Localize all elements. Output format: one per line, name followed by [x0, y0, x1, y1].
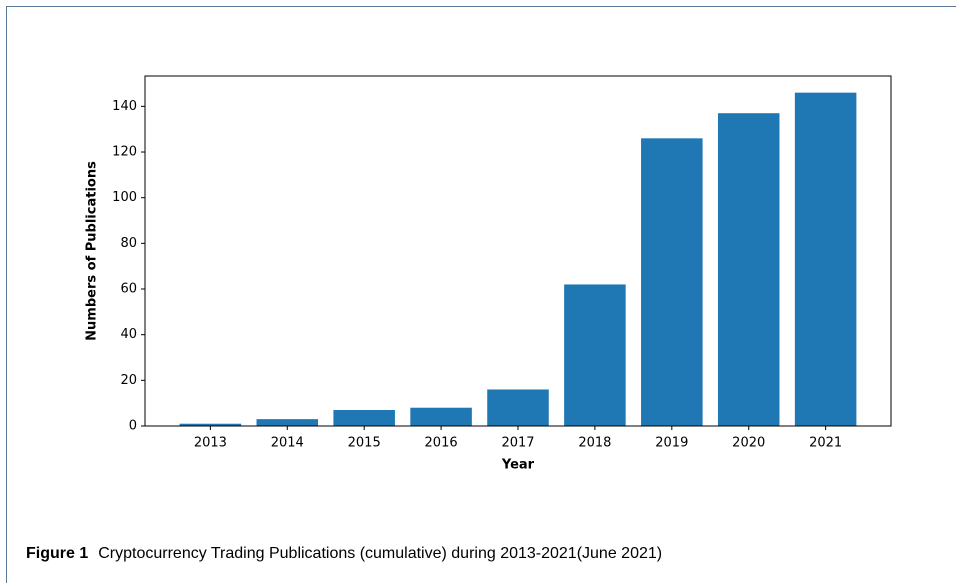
bar: [179, 423, 242, 426]
y-tick-label: 60: [120, 282, 137, 297]
x-tick-label: 2017: [501, 436, 534, 451]
x-axis-label: Year: [501, 458, 535, 473]
x-tick-label: 2021: [809, 436, 842, 451]
y-tick-label: 100: [112, 190, 137, 205]
bar: [333, 410, 395, 426]
plot-frame: [144, 75, 892, 427]
x-tick-label: 2019: [655, 436, 688, 451]
bar: [717, 113, 780, 427]
y-tick-label: 120: [112, 145, 137, 160]
x-tick-label: 2016: [425, 436, 458, 451]
x-tick-label: 2013: [194, 436, 227, 451]
x-tick-label: 2014: [271, 436, 304, 451]
y-tick-label: 0: [129, 419, 137, 434]
y-axis-label: Numbers of Publications: [85, 161, 100, 341]
y-tick-label: 140: [112, 99, 137, 114]
y-tick-label: 20: [120, 373, 137, 388]
y-tick-label: 40: [120, 327, 137, 342]
x-tick-label: 2018: [578, 436, 611, 451]
bar: [487, 389, 549, 426]
bar: [410, 407, 472, 426]
bar: [256, 419, 319, 426]
frame: [6, 6, 956, 583]
bar: [641, 138, 703, 426]
caption-text: Cryptocurrency Trading Publications (cum…: [98, 545, 662, 562]
caption-label: Figure 1: [26, 545, 88, 562]
x-tick-label: 2020: [732, 436, 765, 451]
bar: [794, 92, 857, 427]
caption: Figure 1 Cryptocurrency Trading Publicati…: [26, 545, 662, 562]
bar: [564, 284, 626, 426]
x-tick-label: 2015: [348, 436, 381, 451]
y-tick-label: 80: [120, 236, 137, 251]
